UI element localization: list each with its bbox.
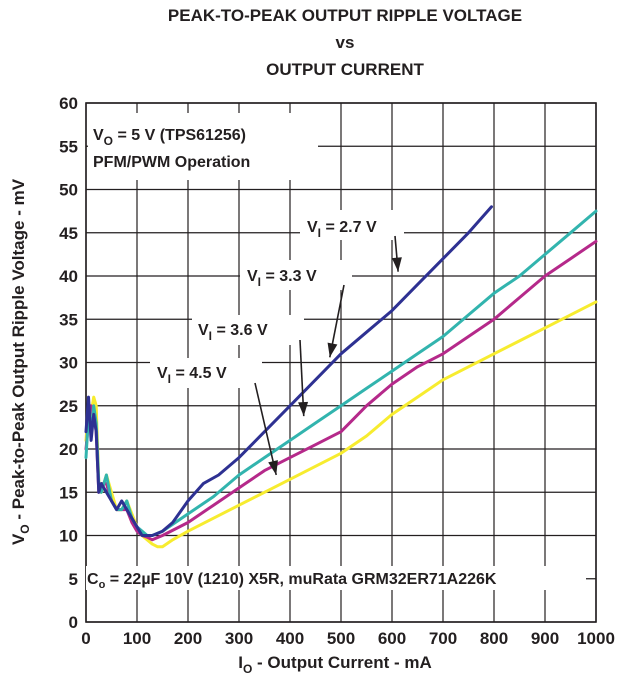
label-arrows [254, 235, 402, 476]
x-tick-label: 900 [531, 629, 559, 648]
x-axis-label: IO - Output Current - mA [238, 653, 432, 676]
y-tick-label: 60 [59, 94, 78, 113]
chart-title-line-1: PEAK-TO-PEAK OUTPUT RIPPLE VOLTAGE [168, 6, 522, 25]
x-tick-label: 200 [174, 629, 202, 648]
series-line [84, 205, 493, 537]
label-arrow-line [254, 382, 278, 476]
y-tick-label: 45 [59, 224, 78, 243]
x-tick-label: 800 [480, 629, 508, 648]
label-arrow-head [327, 342, 338, 358]
y-tick-label: 55 [59, 137, 78, 156]
label-arrow-head [298, 401, 309, 417]
x-tick-label: 1000 [577, 629, 615, 648]
svg-text:VI = 2.7 V: VI = 2.7 V [307, 219, 377, 240]
svg-text:VI = 3.3 V: VI = 3.3 V [247, 268, 317, 289]
y-tick-label: 20 [59, 440, 78, 459]
svg-text:VI = 3.6 V: VI = 3.6 V [198, 322, 268, 343]
label-vi-3-6: VI = 3.6 V [192, 315, 304, 345]
svg-text:VI = 4.5 V: VI = 4.5 V [157, 365, 227, 386]
chart-title-line-3: OUTPUT CURRENT [266, 60, 424, 79]
y-tick-label: 5 [69, 570, 78, 589]
x-tick-label: 700 [429, 629, 457, 648]
y-axis-label: VO - Peak-to-Peak Output Ripple Voltage … [9, 178, 32, 545]
x-tick-label: 100 [123, 629, 151, 648]
label-vi-3-3: VI = 3.3 V [240, 260, 352, 290]
y-tick-label: 15 [59, 483, 78, 502]
label-arrow-head [268, 460, 278, 475]
condition-line-1: VO = 5 V (TPS61256) [93, 127, 246, 148]
label-arrow-head [391, 257, 402, 272]
series-group [84, 205, 598, 549]
y-tick-label: 0 [69, 613, 78, 632]
y-tick-label: 30 [59, 354, 78, 373]
label-vi-4-5: VI = 4.5 V [150, 358, 262, 388]
y-tick-label: 35 [59, 310, 78, 329]
chart-title-line-2: vs [336, 33, 355, 52]
footnote-box [86, 566, 586, 590]
tick-labels: 0 100 200 300 400 500 600 700 800 900 1000 0 5 10 15 20… [59, 94, 615, 648]
x-tick-label: 600 [378, 629, 406, 648]
label-vi-2-7: VI = 2.7 V [300, 210, 404, 240]
plot-frame [85, 102, 597, 623]
x-tick-label: 500 [327, 629, 355, 648]
condition-box [88, 113, 318, 180]
x-tick-label: 300 [225, 629, 253, 648]
condition-line-2: PFM/PWM Operation [93, 154, 250, 171]
y-tick-label: 40 [59, 267, 78, 286]
x-tick-label: 400 [276, 629, 304, 648]
x-tick-label: 0 [81, 629, 90, 648]
y-tick-label: 10 [59, 527, 78, 546]
y-tick-label: 50 [59, 181, 78, 200]
footnote-text: Co = 22µF 10V (1210) X5R, muRata GRM32ER… [87, 571, 497, 591]
y-tick-label: 25 [59, 397, 78, 416]
